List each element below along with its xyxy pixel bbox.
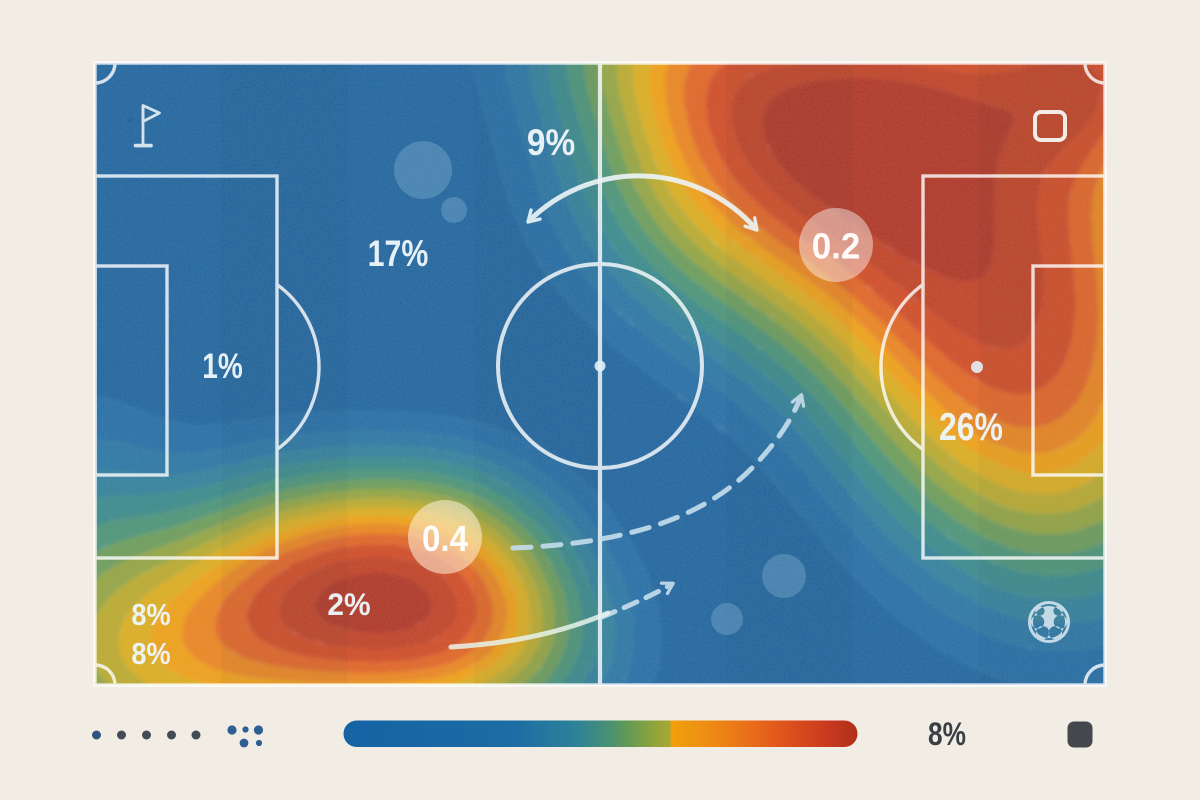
svg-text:8%: 8%	[131, 638, 170, 672]
svg-text:2%: 2%	[327, 586, 370, 622]
svg-text:26%: 26%	[939, 406, 1003, 448]
svg-text:9%: 9%	[527, 121, 575, 163]
svg-text:8%: 8%	[928, 718, 966, 753]
svg-text:1%: 1%	[202, 346, 242, 386]
svg-text:17%: 17%	[368, 233, 429, 275]
svg-text:0.4: 0.4	[422, 520, 469, 560]
svg-text:8%: 8%	[131, 599, 170, 633]
svg-text:0.2: 0.2	[812, 226, 861, 267]
